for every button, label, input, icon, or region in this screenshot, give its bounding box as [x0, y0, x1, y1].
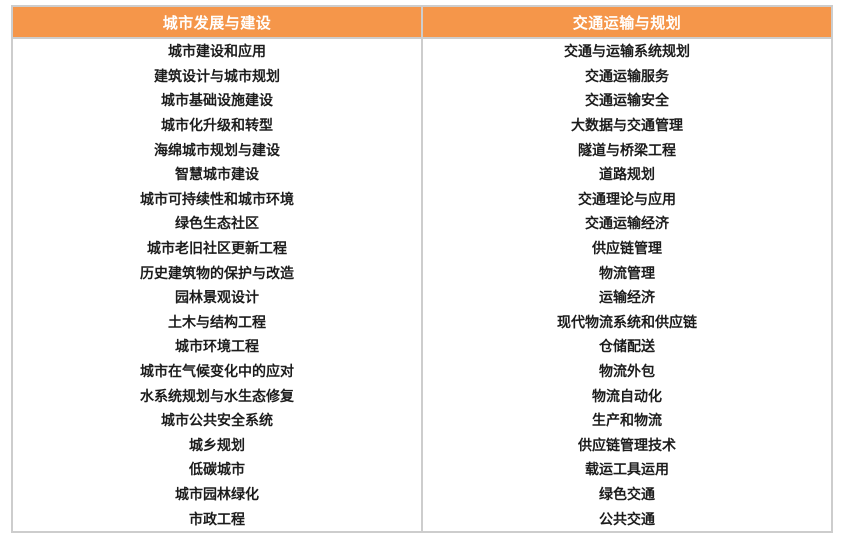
list-item: 交通理论与应用: [578, 190, 676, 207]
list-item: 市政工程: [189, 510, 245, 527]
column-divider: [421, 7, 423, 531]
column-items-transportation-planning: 交通与运输系统规划 交通运输服务 交通运输安全 大数据与交通管理 隧道与桥梁工程 道路规划…: [423, 39, 831, 531]
list-item: 交通运输服务: [585, 67, 669, 84]
category-table: 城市发展与建设 城市建设和应用 建筑设计与城市规划 城市基础设施建设 城市化升级和转型…: [11, 5, 833, 533]
list-item: 大数据与交通管理: [571, 117, 683, 134]
list-item: 交通运输安全: [585, 92, 669, 109]
column-urban-development: 城市发展与建设 城市建设和应用 建筑设计与城市规划 城市基础设施建设 城市化升级和转型…: [13, 7, 421, 531]
list-item: 城市环境工程: [175, 338, 259, 355]
list-item: 物流管理: [599, 264, 655, 281]
column-header-transportation-planning: 交通运输与规划: [423, 7, 831, 39]
list-item: 城市可持续性和城市环境: [140, 190, 294, 207]
list-item: 物流外包: [599, 363, 655, 380]
column-transportation-planning: 交通运输与规划 交通与运输系统规划 交通运输服务 交通运输安全 大数据与交通管理 隧道与…: [423, 7, 831, 531]
list-item: 历史建筑物的保护与改造: [140, 264, 294, 281]
list-item: 城市园林绿化: [175, 485, 259, 502]
list-item: 水系统规划与水生态修复: [140, 387, 294, 404]
list-item: 智慧城市建设: [175, 166, 259, 183]
list-item: 现代物流系统和供应链: [557, 313, 697, 330]
list-item: 海绵城市规划与建设: [154, 141, 280, 158]
list-item: 城市基础设施建设: [161, 92, 273, 109]
column-items-urban-development: 城市建设和应用 建筑设计与城市规划 城市基础设施建设 城市化升级和转型 海绵城市规划与建…: [13, 39, 421, 531]
list-item: 土木与结构工程: [168, 313, 266, 330]
list-item: 道路规划: [599, 166, 655, 183]
list-item: 交通与运输系统规划: [564, 43, 690, 60]
list-item: 供应链管理: [592, 240, 662, 257]
list-item: 城市化升级和转型: [161, 117, 273, 134]
list-item: 园林景观设计: [175, 289, 259, 306]
list-item: 城市在气候变化中的应对: [140, 363, 294, 380]
list-item: 交通运输经济: [585, 215, 669, 232]
column-header-urban-development: 城市发展与建设: [13, 7, 421, 39]
list-item: 城市建设和应用: [168, 43, 266, 60]
list-item: 载运工具运用: [585, 461, 669, 478]
list-item: 低碳城市: [189, 461, 245, 478]
list-item: 运输经济: [599, 289, 655, 306]
list-item: 城市公共安全系统: [161, 412, 273, 429]
list-item: 公共交通: [599, 510, 655, 527]
list-item: 绿色交通: [599, 485, 655, 502]
list-item: 建筑设计与城市规划: [154, 67, 280, 84]
list-item: 城乡规划: [189, 436, 245, 453]
list-item: 仓储配送: [599, 338, 655, 355]
list-item: 物流自动化: [592, 387, 662, 404]
list-item: 供应链管理技术: [578, 436, 676, 453]
list-item: 城市老旧社区更新工程: [147, 240, 287, 257]
list-item: 生产和物流: [592, 412, 662, 429]
list-item: 绿色生态社区: [175, 215, 259, 232]
list-item: 隧道与桥梁工程: [578, 141, 676, 158]
